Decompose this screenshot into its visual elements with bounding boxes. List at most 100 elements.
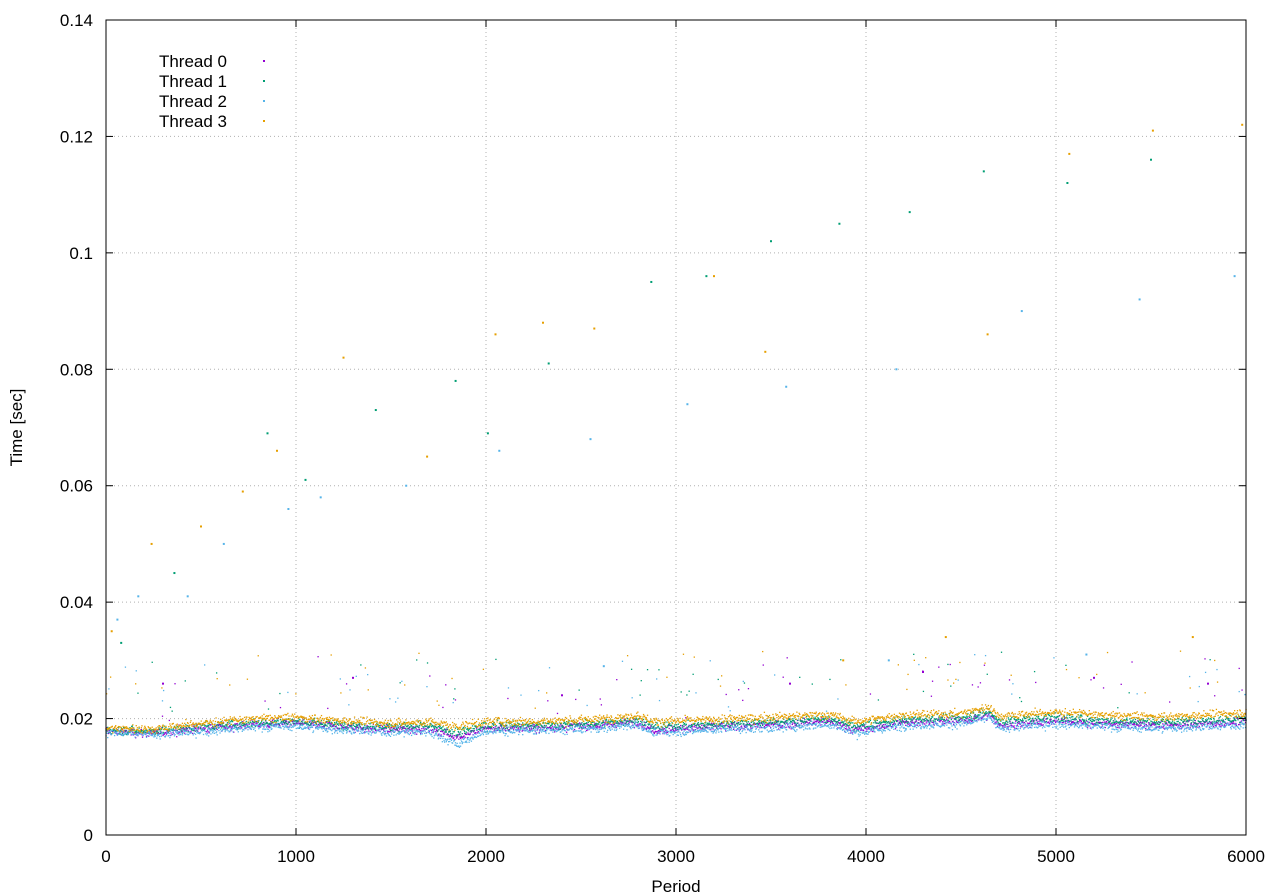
data-point bbox=[554, 724, 556, 727]
data-point bbox=[121, 733, 124, 735]
data-point bbox=[750, 725, 752, 728]
data-point bbox=[274, 725, 276, 727]
data-point bbox=[656, 731, 658, 733]
outlier-point bbox=[789, 682, 791, 685]
data-point bbox=[294, 724, 296, 726]
data-point bbox=[956, 716, 959, 719]
data-point bbox=[176, 733, 178, 735]
data-point bbox=[1117, 724, 1119, 726]
data-point bbox=[459, 733, 461, 735]
data-point bbox=[1237, 723, 1240, 726]
outlier-point bbox=[1066, 182, 1069, 184]
data-point bbox=[394, 728, 396, 731]
data-point bbox=[481, 730, 483, 732]
data-point bbox=[1029, 721, 1032, 723]
data-point bbox=[869, 693, 872, 695]
data-point bbox=[606, 722, 608, 724]
data-point bbox=[878, 724, 881, 726]
data-point bbox=[522, 725, 524, 727]
data-point bbox=[996, 719, 999, 722]
data-point bbox=[547, 727, 550, 730]
data-point bbox=[639, 724, 641, 727]
data-point bbox=[356, 724, 359, 727]
data-point bbox=[971, 684, 974, 686]
data-point bbox=[671, 722, 673, 724]
data-point bbox=[223, 725, 226, 727]
data-point bbox=[209, 729, 212, 731]
data-point bbox=[1092, 720, 1094, 722]
data-point bbox=[1073, 719, 1075, 721]
data-point bbox=[1222, 721, 1224, 723]
data-point bbox=[496, 719, 499, 721]
data-point bbox=[1213, 719, 1215, 721]
data-point bbox=[1220, 725, 1222, 728]
data-point bbox=[152, 729, 154, 731]
data-point bbox=[418, 728, 421, 730]
data-point bbox=[581, 732, 583, 734]
data-point bbox=[807, 722, 809, 724]
data-point bbox=[568, 729, 570, 731]
data-point bbox=[988, 712, 991, 714]
data-point bbox=[671, 725, 673, 727]
data-point bbox=[223, 727, 225, 729]
data-point bbox=[613, 725, 615, 727]
data-point bbox=[234, 725, 237, 728]
data-point bbox=[181, 727, 183, 730]
data-point bbox=[244, 725, 246, 727]
data-point bbox=[500, 724, 503, 726]
data-point bbox=[403, 726, 405, 728]
data-point bbox=[844, 720, 846, 722]
data-point bbox=[616, 728, 618, 730]
data-point bbox=[251, 725, 253, 728]
data-point bbox=[539, 730, 541, 732]
data-point bbox=[289, 729, 291, 731]
data-point bbox=[154, 735, 156, 738]
data-point bbox=[450, 738, 452, 740]
data-point bbox=[228, 720, 230, 722]
data-point bbox=[197, 730, 199, 732]
data-point bbox=[162, 731, 164, 733]
data-point bbox=[548, 732, 550, 735]
data-point bbox=[339, 678, 341, 680]
data-point bbox=[1023, 716, 1025, 718]
data-point bbox=[629, 726, 632, 728]
data-point bbox=[283, 728, 285, 730]
data-point bbox=[568, 728, 571, 730]
data-point bbox=[1136, 724, 1138, 726]
data-point bbox=[1227, 719, 1230, 721]
data-point bbox=[457, 734, 459, 736]
data-point bbox=[884, 720, 886, 722]
data-point bbox=[968, 719, 971, 721]
data-point bbox=[335, 729, 337, 731]
data-point bbox=[998, 723, 1000, 726]
data-point bbox=[870, 728, 873, 730]
data-point bbox=[231, 728, 233, 731]
data-point bbox=[528, 724, 530, 726]
data-point bbox=[397, 726, 400, 729]
data-point bbox=[1057, 716, 1059, 718]
data-point bbox=[836, 724, 839, 726]
data-point bbox=[1120, 721, 1122, 723]
data-point bbox=[328, 726, 331, 728]
data-point bbox=[842, 721, 844, 723]
data-point bbox=[1171, 722, 1173, 724]
data-point bbox=[929, 718, 931, 720]
data-point bbox=[556, 712, 559, 715]
data-point bbox=[316, 727, 319, 729]
data-point bbox=[206, 725, 209, 727]
data-point bbox=[603, 730, 605, 732]
data-point bbox=[437, 726, 440, 728]
data-point bbox=[410, 728, 413, 730]
data-point bbox=[308, 721, 311, 723]
data-point bbox=[650, 732, 653, 734]
data-point bbox=[609, 729, 612, 731]
data-point bbox=[881, 721, 883, 724]
data-point bbox=[1080, 714, 1082, 716]
data-point bbox=[1009, 721, 1011, 723]
data-point bbox=[486, 730, 488, 733]
data-point bbox=[508, 721, 510, 723]
data-point bbox=[520, 727, 522, 729]
data-point bbox=[297, 723, 299, 725]
data-point bbox=[658, 669, 660, 671]
